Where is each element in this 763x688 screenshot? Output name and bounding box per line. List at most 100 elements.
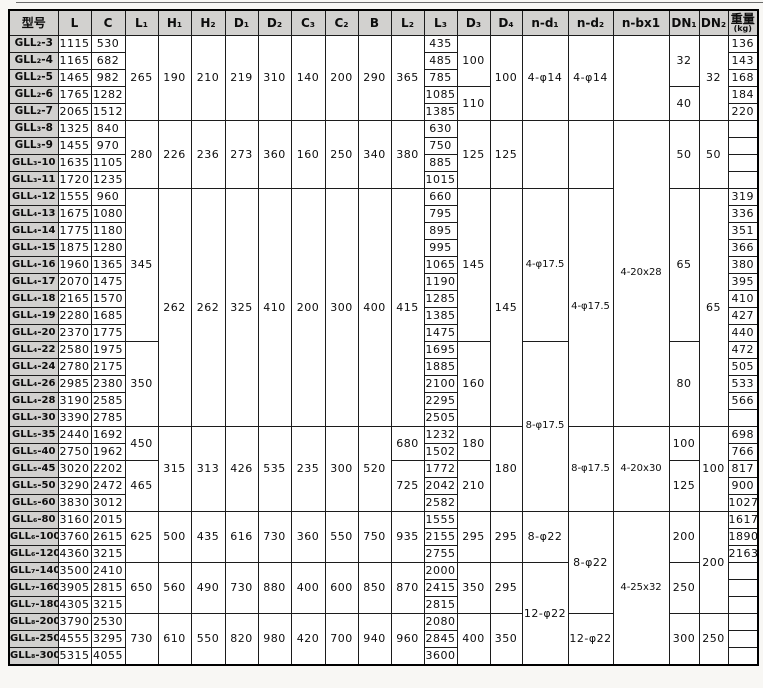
cell-model: GLL₄-20 xyxy=(8,324,59,342)
cell-DN2: 100 xyxy=(698,426,729,512)
cell-L3: 2415 xyxy=(423,579,458,597)
table-row: GLL₄-13 1675 1080 795 336 xyxy=(8,205,759,223)
cell-L3: 2582 xyxy=(423,494,458,512)
cell-model: GLL₅-60 xyxy=(8,494,59,512)
cell-C3: 400 xyxy=(290,562,326,614)
header-C3: C₃ xyxy=(290,9,326,36)
cell-C: 1365 xyxy=(90,256,126,274)
cell-model: GLL₄-19 xyxy=(8,307,59,325)
cell-L3: 1475 xyxy=(423,324,458,342)
cell-D4: 145 xyxy=(489,188,523,427)
header-DN1: DN₁ xyxy=(668,9,700,36)
cell-D2: 360 xyxy=(257,120,292,189)
cell-L: 2440 xyxy=(57,426,92,444)
cell-L3: 485 xyxy=(423,52,458,70)
cell-weight: 440 xyxy=(727,324,759,342)
table-row: GLL₅-50 3290 2472 2042 900 xyxy=(8,477,759,495)
table-row: GLL₆-100 3760 2615 2155 1890 xyxy=(8,528,759,546)
cell-model: GLL₅-35 xyxy=(8,426,59,444)
header-model: 型号 xyxy=(8,9,59,36)
cell-weight: 319 xyxy=(727,188,759,206)
header-row: 型号 L C L₁ H₁ H₂ D₁ D₂ C₃ C₂ B L₂ L₃ D₃ D₄ n-d₁ n-d₂ n-bx1… xyxy=(8,9,759,36)
scan-artifact-line xyxy=(16,2,763,3)
cell-weight xyxy=(727,137,759,155)
cell-model: GLL₅-50 xyxy=(8,477,59,495)
cell-C: 1692 xyxy=(90,426,126,444)
cell-model: GLL₇-160 xyxy=(8,579,59,597)
cell-L3: 2815 xyxy=(423,596,458,614)
cell-C: 1570 xyxy=(90,290,126,308)
cell-L3: 2155 xyxy=(423,528,458,546)
cell-L3: 1385 xyxy=(423,307,458,325)
cell-model: GLL₅-45 xyxy=(8,460,59,478)
cell-model: GLL₇-180 xyxy=(8,596,59,614)
cell-weight: 472 xyxy=(727,341,759,359)
cell-L3: 895 xyxy=(423,222,458,240)
table-row: GLL₄-24 2780 2175 1885 505 xyxy=(8,358,759,376)
table-row: GLL₆-80 3160 2015 625 500 435 616 730 360 550 750 9… xyxy=(8,511,759,666)
cell-L2: 960 xyxy=(390,613,425,666)
cell-L3: 1065 xyxy=(423,256,458,274)
header-D4: D₄ xyxy=(489,9,523,36)
cell-L1: 450 xyxy=(124,426,159,461)
header-B: B xyxy=(357,9,392,36)
cell-C2: 600 xyxy=(324,562,359,614)
table-row: GLL₄-26 2985 2380 2100 533 xyxy=(8,375,759,393)
cell-L3: 1555 xyxy=(423,511,458,529)
cell-L2: 680 xyxy=(390,426,425,461)
table-row: GLL₄-14 1775 1180 895 351 xyxy=(8,222,759,240)
cell-L: 2985 xyxy=(57,375,92,393)
header-H2: H₂ xyxy=(190,9,226,36)
cell-H2: 435 xyxy=(190,511,226,563)
cell-weight: 817 xyxy=(727,460,759,478)
cell-model: GLL₈-250 xyxy=(8,630,59,648)
cell-nbx1: 4-20x28 xyxy=(612,120,670,427)
cell-C: 1105 xyxy=(90,154,126,172)
cell-model: GLL₄-18 xyxy=(8,290,59,308)
cell-C3: 235 xyxy=(290,426,326,512)
header-C2: C₂ xyxy=(324,9,359,36)
cell-DN1: 250 xyxy=(668,562,700,614)
cell-weight: 351 xyxy=(727,222,759,240)
cell-H1: 262 xyxy=(157,188,192,427)
cell-D3: 350 xyxy=(456,562,491,614)
cell-C: 3215 xyxy=(90,545,126,563)
cell-L3: 785 xyxy=(423,69,458,87)
cell-L3: 1285 xyxy=(423,290,458,308)
cell-C: 2785 xyxy=(90,409,126,427)
cell-C: 1180 xyxy=(90,222,126,240)
cell-D4: 125 xyxy=(489,120,523,189)
cell-nd2: 4-φ14 xyxy=(567,35,614,121)
cell-L3: 1772 xyxy=(423,460,458,478)
cell-H1: 610 xyxy=(157,613,192,666)
cell-weight: 2163 xyxy=(727,545,759,563)
cell-model: GLL₈-300 xyxy=(8,647,59,666)
cell-nd2: 8-φ17.5 xyxy=(567,426,614,512)
cell-L: 3790 xyxy=(57,613,92,631)
table-row: GLL₄-12 1555 960 345 262 262 325 410 200 300 400 41… xyxy=(8,188,759,427)
cell-B: 290 xyxy=(357,35,392,121)
cell-C3: 140 xyxy=(290,35,326,121)
cell-C: 4055 xyxy=(90,647,126,666)
cell-L: 1325 xyxy=(57,120,92,138)
cell-weight: 366 xyxy=(727,239,759,257)
cell-L3: 2042 xyxy=(423,477,458,495)
cell-L: 3500 xyxy=(57,562,92,580)
cell-H2: 313 xyxy=(190,426,226,512)
header-D2: D₂ xyxy=(257,9,292,36)
cell-DN1: 200 xyxy=(668,511,700,563)
cell-model: GLL₂-4 xyxy=(8,52,59,70)
cell-L2: 380 xyxy=(390,120,425,189)
cell-C2: 300 xyxy=(324,188,359,427)
cell-L: 4360 xyxy=(57,545,92,563)
table-row: GLL₄-30 3390 2785 2505 xyxy=(8,409,759,427)
cell-C: 2380 xyxy=(90,375,126,393)
cell-D3: 180 xyxy=(456,426,491,461)
cell-nd1: 8-φ22 xyxy=(521,511,569,563)
cell-model: GLL₃-11 xyxy=(8,171,59,189)
table-row: GLL₇-160 3905 2815 2415 xyxy=(8,579,759,597)
cell-L: 1455 xyxy=(57,137,92,155)
header-H1: H₁ xyxy=(157,9,192,36)
header-weight: 重量 (kg) xyxy=(727,9,759,36)
cell-weight: 336 xyxy=(727,205,759,223)
